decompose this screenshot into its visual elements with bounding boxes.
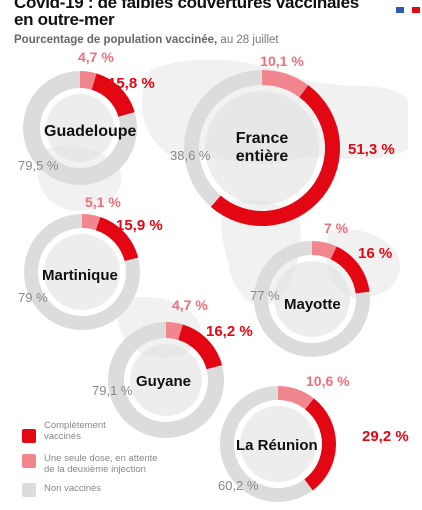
map-silhouette-la-reunion	[240, 406, 316, 482]
slice-partial-mayotte	[312, 241, 337, 260]
label-complete-france-entiere: 51,3 %	[348, 141, 395, 158]
label-none-guadeloupe: 79,5 %	[18, 158, 59, 173]
legend-label-complete: Complètement vaccinés	[44, 420, 164, 442]
label-complete-martinique: 15,9 %	[116, 217, 163, 234]
flag-icon	[396, 0, 422, 13]
donut-martinique: 5,1 % 15,9 % 79 % Martinique	[18, 194, 163, 330]
slice-none-guadeloupe	[22, 71, 138, 185]
label-partial-la-reunion: 10,6 %	[306, 373, 350, 389]
slice-partial-martinique	[82, 214, 101, 231]
donut-guyane: 4,7 % 16,2 % 79,1 %Guyane	[92, 297, 253, 438]
slice-complete-martinique	[95, 216, 139, 262]
title-line-1: Covid-19 : de faibles couvertures vaccin…	[14, 0, 359, 12]
slice-partial-france-entiere	[262, 70, 309, 98]
label-partial-guyane: 4,7 %	[172, 297, 208, 313]
map-silhouette-mayotte	[274, 261, 350, 337]
label-none-mayotte: 77 %	[250, 288, 280, 303]
legend-label-complete-line1: Complètement	[44, 420, 106, 431]
slice-partial-la-reunion	[278, 386, 314, 410]
legend-swatch-complete	[22, 429, 36, 443]
label-partial-martinique: 5,1 %	[85, 194, 121, 210]
legend-label-none: Non vaccinés	[44, 483, 164, 494]
region-name-la-reunion: La Réunion	[236, 437, 318, 454]
label-none-martinique: 79 %	[18, 290, 48, 305]
title-line-2: en outre-mer	[14, 10, 115, 29]
legend-label-complete-line2: vaccinés	[44, 431, 81, 442]
region-name-line1-france-entiere: France	[236, 130, 289, 147]
slice-none-la-reunion	[220, 386, 313, 502]
label-complete-mayotte: 16 %	[358, 245, 392, 262]
region-name-guadeloupe: Guadeloupe	[44, 123, 137, 140]
label-none-france-entiere: 38,6 %	[170, 148, 211, 163]
slice-complete-guadeloupe	[91, 73, 135, 117]
legend-label-partial-line1: Une seule dose, en attente	[44, 453, 158, 464]
chart-subtitle: Pourcentage de population vaccinée, au 2…	[14, 34, 279, 46]
slice-partial-guyane	[166, 322, 183, 340]
region-name-guyane: Guyane	[136, 373, 191, 390]
slice-complete-guyane	[178, 324, 223, 370]
label-none-la-reunion: 60,2 %	[218, 478, 259, 493]
region-name-martinique: Martinique	[42, 267, 118, 284]
legend-swatch-none	[22, 483, 36, 497]
slice-complete-la-reunion	[304, 398, 336, 491]
map-silhouette-guadeloupe	[46, 94, 114, 162]
map-silhouette-guyane	[130, 344, 202, 416]
slice-partial-guadeloupe	[80, 71, 97, 90]
slice-none-france-entiere	[184, 70, 262, 207]
slice-complete-mayotte	[330, 246, 370, 294]
subtitle-date: au 28 juillet	[220, 34, 279, 46]
label-partial-guadeloupe: 4,7 %	[78, 49, 114, 65]
legend-label-partial-line2: de la deuxième injection	[44, 464, 146, 475]
legend-label-none-line1: Non vaccinés	[44, 483, 102, 494]
donut-la-reunion: 10,6 % 29,2 % 60,2 % La Réunion	[218, 373, 409, 502]
map-silhouette-france-entiere	[205, 91, 319, 205]
label-partial-mayotte: 7 %	[324, 220, 349, 236]
slice-complete-france-entiere	[210, 85, 341, 227]
region-name-mayotte: Mayotte	[284, 296, 341, 313]
donut-guadeloupe: 4,7 % 15,8 % 79,5 % Guadeloupe	[18, 49, 155, 185]
subtitle-main: Pourcentage de population vaccinée,	[14, 34, 218, 46]
map-silhouette-martinique	[44, 234, 120, 310]
label-complete-guadeloupe: 15,8 %	[108, 75, 155, 92]
label-complete-la-reunion: 29,2 %	[362, 428, 409, 445]
donut-mayotte: 7 % 16 % 77 % Mayotte	[250, 220, 392, 357]
legend-label-partial: Une seule dose, en attente de la deuxièm…	[44, 453, 164, 475]
region-name-line2-france-entiere: entière	[236, 148, 289, 165]
chart-title: Covid-19 : de faibles couvertures vaccin…	[14, 0, 359, 28]
label-complete-guyane: 16,2 %	[206, 323, 253, 340]
legend-swatch-partial	[22, 454, 36, 468]
label-partial-france-entiere: 10,1 %	[260, 53, 304, 69]
label-none-guyane: 79,1 %	[92, 383, 133, 398]
